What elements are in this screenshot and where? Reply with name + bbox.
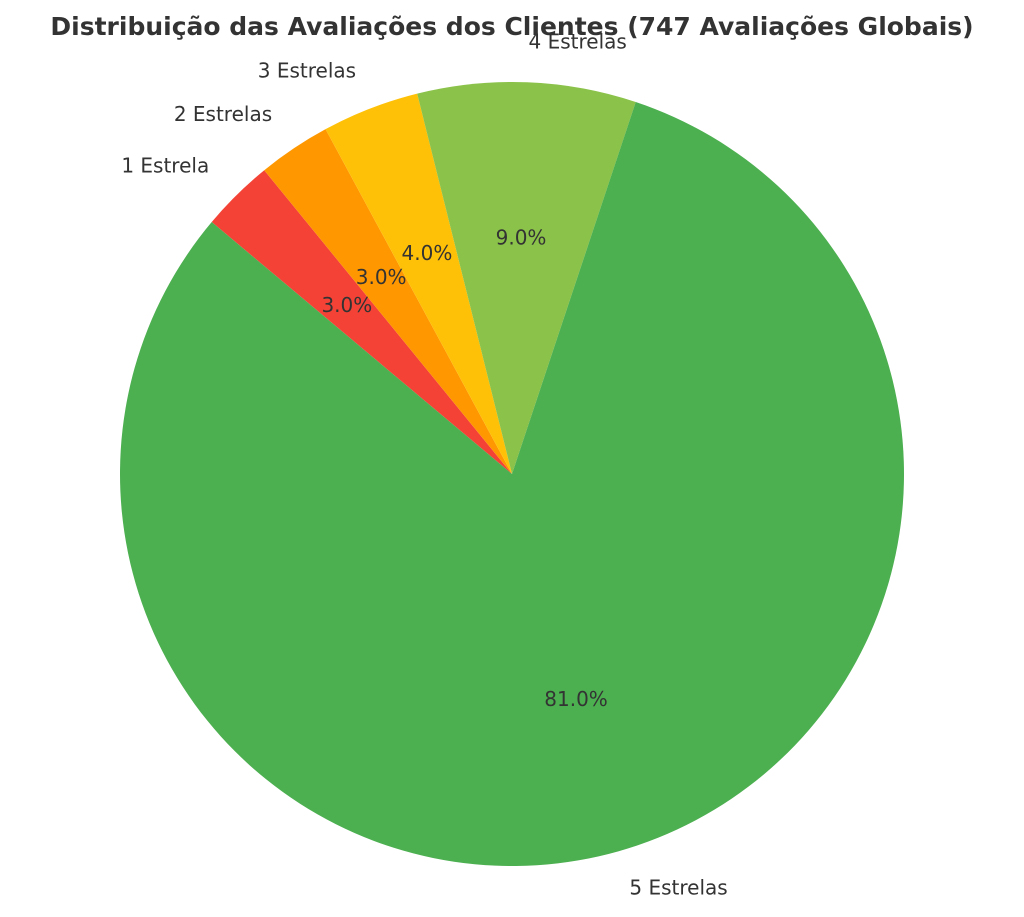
pie-slice	[325, 93, 512, 474]
chart-title: Distribuição das Avaliações dos Clientes…	[50, 12, 973, 41]
pie-slice	[264, 129, 512, 474]
pie-slice	[119, 102, 904, 867]
pie-slice	[211, 170, 512, 475]
slice-label: 1 Estrela	[121, 153, 209, 177]
pie-slice	[417, 82, 636, 474]
value-label: 81.0%	[544, 687, 608, 711]
value-label: 4.0%	[402, 241, 453, 265]
slice-label: 3 Estrelas	[258, 58, 356, 82]
value-label: 3.0%	[356, 265, 407, 289]
value-label: 3.0%	[321, 293, 372, 317]
slice-label: 2 Estrelas	[174, 102, 272, 126]
slice-label: 5 Estrelas	[629, 875, 727, 899]
value-label: 9.0%	[496, 225, 547, 249]
slice-label: 4 Estrelas	[529, 30, 627, 54]
